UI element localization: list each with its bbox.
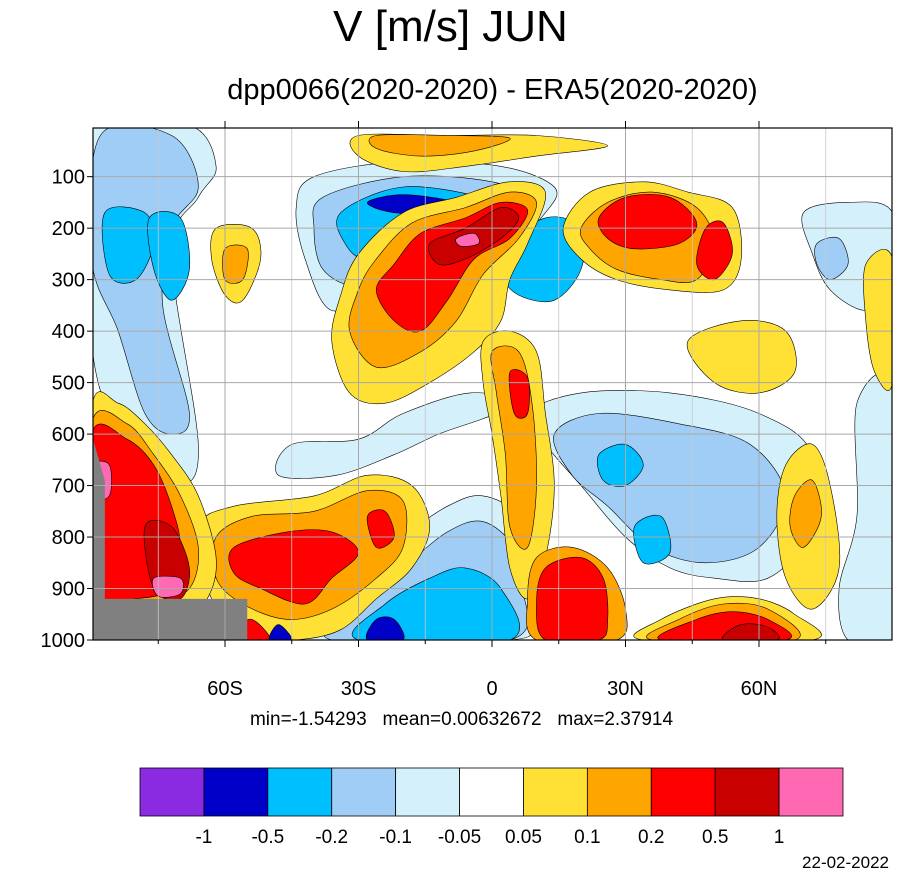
field-upper-tropical-positive-max <box>455 232 480 247</box>
stats-line: min=-1.54293 mean=0.00632672 max=2.37914 <box>0 709 901 731</box>
colorbar-swatch <box>778 767 844 817</box>
y-tick-label: 700 <box>52 476 85 498</box>
field-nh-subtropical-core-b <box>696 220 733 281</box>
colorbar-label: -0.5 <box>251 827 284 848</box>
colorbar-label: -0.2 <box>315 827 348 848</box>
contour-fields <box>93 128 892 640</box>
axes: 100 200 300 400 500 600 700 800 900 1000 60S 30S 0 30… <box>41 121 827 700</box>
field-nh-20-lowlevel-core <box>536 556 609 640</box>
colorbar-label: 0.5 <box>702 827 728 848</box>
y-tick-label: 600 <box>52 424 85 446</box>
stat-max: max=2.37914 <box>557 709 674 730</box>
chart-subtitle: dpp0066(2020-2020) - ERA5(2020-2020) <box>227 74 758 106</box>
colorbar-label: 0.1 <box>574 827 600 848</box>
field-sh-surface-negative <box>268 624 293 640</box>
colorbar-label: 0.2 <box>638 827 664 848</box>
colorbar-swatch <box>523 767 588 817</box>
colorbar-swatch <box>139 767 205 817</box>
x-tick-label: 0 <box>486 678 497 700</box>
stat-mean: mean=0.00632672 <box>382 709 542 730</box>
y-tick-label: 500 <box>52 373 85 395</box>
field-nh-polar-low-negative <box>838 373 892 640</box>
y-tick-label: 100 <box>52 167 85 189</box>
field-sh-polar-core-a <box>101 206 155 284</box>
colorbar-swatch <box>586 767 652 817</box>
y-tick-label: 800 <box>52 527 85 549</box>
missing-data-region <box>93 439 248 640</box>
field-sh-polar-lowlevel-max <box>152 575 184 598</box>
colorbar-swatch <box>267 767 333 817</box>
colorbar-label: 1 <box>774 827 785 848</box>
colorbar: -1 -0.5 -0.2 -0.1 -0.05 0.05 0.1 0.2 0.5 1 <box>139 767 844 848</box>
colorbar-label: -1 <box>195 827 212 848</box>
y-tick-label: 200 <box>52 218 85 240</box>
grid-lines <box>93 128 892 640</box>
y-tick-label: 1000 <box>41 630 86 652</box>
colorbar-label: -0.1 <box>379 827 412 848</box>
x-tick-label: 60N <box>741 678 778 700</box>
x-tick-label: 60S <box>207 678 243 700</box>
field-sh-mid-lowlevel-core <box>228 529 359 605</box>
field-sh-polar-negative-inner <box>93 128 199 435</box>
chart-title: V [m/s] JUN <box>333 2 568 51</box>
field-nh-polar-negative-core <box>814 236 849 280</box>
colorbar-swatch <box>395 767 460 817</box>
colorbar-swatch <box>203 767 269 817</box>
y-tick-label: 900 <box>52 579 85 601</box>
y-tick-label: 400 <box>52 321 85 343</box>
plot-area <box>92 127 893 641</box>
colorbar-swatch <box>459 767 524 817</box>
colorbar-swatch <box>714 767 780 817</box>
y-tick-label: 300 <box>52 270 85 292</box>
field-nh-50-lowlevel-core <box>721 623 780 640</box>
field-sh-mid-negative <box>275 392 520 479</box>
date-stamp: 22-02-2022 <box>802 853 889 872</box>
field-nh-mid-negative-core-b <box>633 514 672 565</box>
field-nh-polar-low-positive-core <box>789 479 822 548</box>
field-equatorial-positive-core <box>508 369 530 419</box>
colorbar-label: 0.05 <box>505 827 542 848</box>
colorbar-label: -0.05 <box>438 827 481 848</box>
field-top-positive-core <box>368 134 511 157</box>
field-lowlevel-negative-max <box>365 616 405 640</box>
colorbar-swatch <box>331 767 397 817</box>
stat-min: min=-1.54293 <box>249 709 367 730</box>
field-nh-mid-negative-core-a <box>597 443 644 487</box>
colorbar-swatch <box>650 767 716 817</box>
x-tick-label: 30N <box>607 678 644 700</box>
field-nh-pole-upper-positive <box>863 248 892 391</box>
x-tick-label: 30S <box>341 678 377 700</box>
